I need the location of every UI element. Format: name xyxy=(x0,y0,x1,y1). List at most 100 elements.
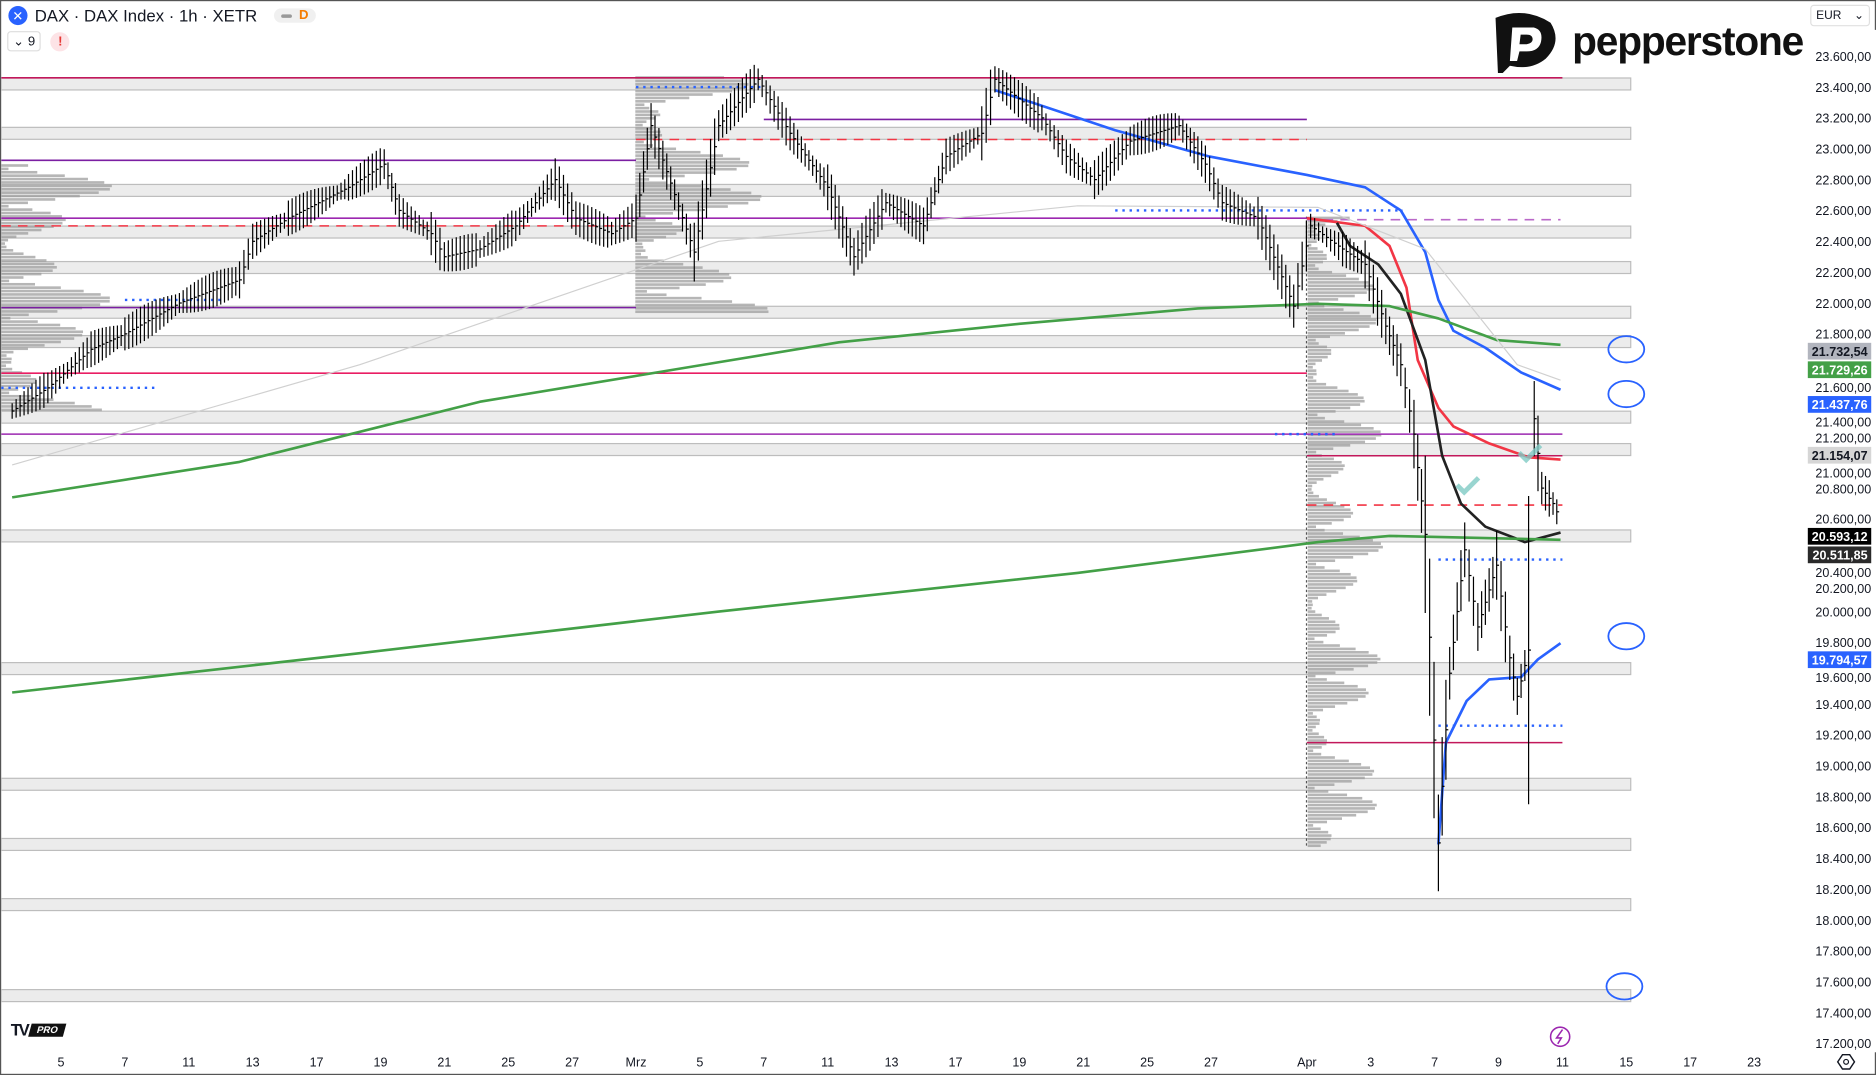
symbol-header[interactable]: ✕ DAX · DAX Index · 1h · XETR D xyxy=(8,5,316,26)
target-circle xyxy=(1605,972,1644,1001)
lightning-event-icon[interactable] xyxy=(1549,1026,1571,1048)
volume-profile-bar xyxy=(1307,247,1318,250)
price-label-badge xyxy=(1807,651,1872,669)
volume-profile-bar xyxy=(1307,610,1316,613)
volume-profile-bar xyxy=(1307,379,1317,383)
volume-profile-bar xyxy=(1307,328,1359,332)
volume-profile-bar xyxy=(1,296,110,300)
volume-profile-bar xyxy=(1307,528,1325,532)
volume-profile-bar xyxy=(1307,786,1315,790)
price-axis-tick: 18.200,00 xyxy=(1815,883,1871,897)
volume-profile-bar xyxy=(1,242,5,245)
volume-profile-bar xyxy=(1307,691,1369,695)
volume-profile-bar xyxy=(635,110,659,113)
volume-profile-bar xyxy=(1307,318,1377,322)
volume-profile-bar xyxy=(1307,236,1320,240)
volume-profile-bar xyxy=(1307,593,1327,596)
price-axis-tick: 23.400,00 xyxy=(1815,81,1871,95)
volume-profile-bar xyxy=(1307,844,1321,848)
volume-profile-bar xyxy=(1307,287,1374,291)
volume-profile-bar xyxy=(1,388,19,391)
volume-profile-bar xyxy=(1307,389,1349,393)
volume-profile-bar xyxy=(1307,722,1320,725)
volume-profile-bar xyxy=(1307,596,1319,600)
volume-profile-bar xyxy=(1307,562,1317,566)
volume-profile-bar xyxy=(1307,413,1318,417)
volume-profile-bar xyxy=(635,195,762,198)
volume-profile-bar xyxy=(1307,688,1366,691)
tv-mark-icon: TV xyxy=(10,1019,30,1040)
volume-profile-bar xyxy=(1307,253,1327,257)
volume-profile-bar xyxy=(1307,746,1322,749)
volume-profile-bar xyxy=(1307,501,1336,505)
alert-icon[interactable]: ! xyxy=(50,31,70,51)
x-logo-icon: ✕ xyxy=(8,5,28,26)
volume-profile-bar xyxy=(1,215,62,218)
volume-profile-bar xyxy=(635,103,645,107)
price-axis-tick: 19.800,00 xyxy=(1815,636,1871,650)
tradingview-logo[interactable]: TV PRO xyxy=(10,1019,67,1040)
volume-profile-bar xyxy=(635,256,648,259)
volume-profile-bar xyxy=(1307,291,1367,294)
price-axis-tick: 22.400,00 xyxy=(1815,235,1871,249)
price-label-badge xyxy=(1807,446,1872,464)
volume-profile-bar xyxy=(1307,678,1327,681)
time-axis-tick: 9 xyxy=(1495,1056,1502,1070)
volume-profile-bar xyxy=(1307,837,1331,841)
volume-profile-bar xyxy=(1,232,29,235)
volume-profile-bar xyxy=(1307,657,1381,661)
volume-profile-bar xyxy=(635,276,732,280)
volume-profile-bar xyxy=(1,252,24,256)
time-axis-tick: 11 xyxy=(1556,1056,1569,1070)
pepperstone-logo: pepperstone xyxy=(1491,11,1804,73)
price-label-text: 21.154,07 xyxy=(1812,449,1868,463)
indicators-toggle[interactable]: ⌄ 9 xyxy=(7,31,42,52)
support-resistance-zone xyxy=(1,529,1632,543)
volume-profile-bar xyxy=(635,215,646,219)
volume-profile-bar xyxy=(1307,813,1357,817)
volume-profile-bar xyxy=(1,276,24,279)
volume-profile-bar xyxy=(1307,583,1354,586)
price-axis-tick: 23.200,00 xyxy=(1815,112,1871,126)
time-axis-tick: 21 xyxy=(1076,1056,1090,1070)
target-circle xyxy=(1607,379,1646,409)
price-axis-tick: 21.200,00 xyxy=(1815,432,1871,446)
symbol-title[interactable]: DAX · DAX Index · 1h · XETR xyxy=(34,5,258,26)
volume-profile-bar xyxy=(1307,304,1325,308)
volume-profile-bar xyxy=(1307,342,1319,345)
price-axis-tick: 20.800,00 xyxy=(1815,482,1871,496)
volume-profile-bar xyxy=(1307,481,1317,484)
volume-profile-bar xyxy=(1307,834,1332,837)
chevron-down-icon: ⌄ xyxy=(1853,8,1865,23)
volume-profile-bar xyxy=(1307,518,1344,522)
price-axis-tick: 19.600,00 xyxy=(1815,671,1871,685)
time-axis-tick: 21 xyxy=(437,1056,451,1070)
volume-profile-bar xyxy=(1307,433,1382,437)
volume-profile-bar xyxy=(1307,332,1345,335)
time-axis-tick: 27 xyxy=(1204,1056,1218,1070)
currency-select[interactable]: EUR ⌄ xyxy=(1810,4,1871,27)
volume-profile-bar xyxy=(1,374,31,378)
time-axis-tick: 17 xyxy=(948,1056,962,1070)
market-status-pill[interactable]: D xyxy=(273,8,316,23)
volume-profile-bar xyxy=(1,313,29,317)
volume-profile-bar xyxy=(1307,270,1333,274)
support-resistance-zone xyxy=(1,260,1632,275)
volume-profile-bar xyxy=(1307,488,1312,491)
volume-profile-bar xyxy=(1307,654,1378,658)
volume-profile-bar xyxy=(1307,515,1351,518)
volume-profile-bar xyxy=(1307,807,1375,810)
volume-profile-bar xyxy=(1,316,11,320)
volume-profile-bar xyxy=(635,235,667,239)
volume-profile-bar xyxy=(635,273,730,276)
settings-icon[interactable] xyxy=(1836,1053,1856,1070)
volume-profile-bar xyxy=(1307,284,1374,288)
volume-profile-bar xyxy=(1307,467,1344,471)
volume-profile-bar xyxy=(1307,674,1316,678)
pepperstone-p-icon xyxy=(1495,12,1556,73)
volume-profile-bar xyxy=(1307,820,1328,824)
volume-profile-bar xyxy=(1307,345,1328,349)
price-axis-tick: 18.400,00 xyxy=(1815,852,1871,866)
